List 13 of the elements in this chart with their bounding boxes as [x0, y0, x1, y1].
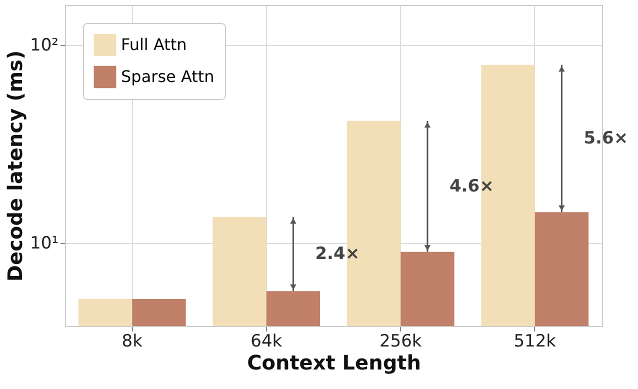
annotation: 4.6×: [449, 176, 494, 196]
x-tick-label: 64k: [250, 332, 282, 352]
annotation: 2.4×: [315, 244, 360, 264]
y-tick-label: 10²: [30, 35, 58, 56]
annotation: 5.6×: [584, 128, 628, 148]
x-tick-label: 512k: [514, 332, 556, 352]
legend-label: Sparse Attn: [121, 67, 214, 86]
x-tick-label: 8k: [122, 332, 143, 352]
y-axis-title: Decode latency (ms): [3, 50, 28, 282]
legend-label: Full Attn: [121, 35, 187, 54]
x-tick-label: 256k: [379, 332, 422, 352]
x-axis-title: Context Length: [247, 350, 421, 374]
y-tick-label: 10¹: [30, 233, 58, 254]
